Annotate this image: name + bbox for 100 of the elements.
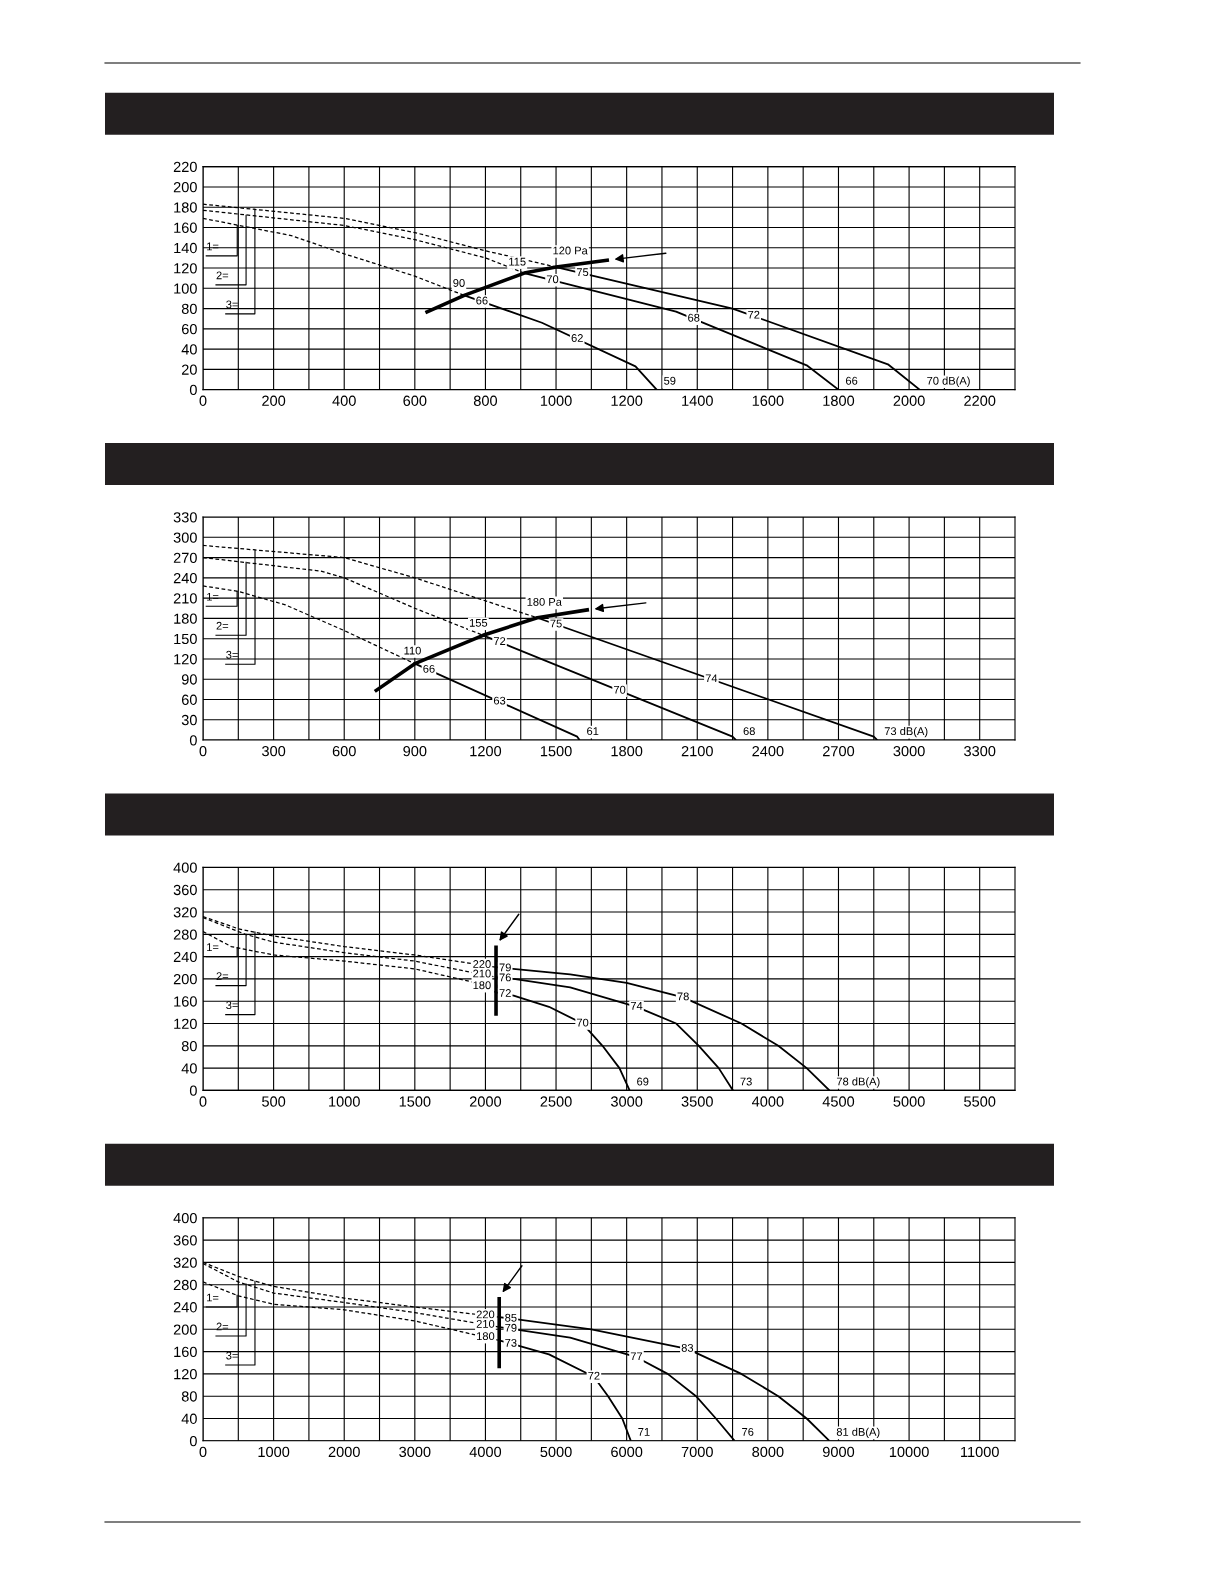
y-tick-label: 0 xyxy=(189,735,197,746)
annotation: 83 xyxy=(681,1343,694,1352)
y-tick-label: 30 xyxy=(181,714,197,726)
y-tick-label: 360 xyxy=(173,1235,197,1246)
annotation: 3= xyxy=(226,1001,238,1010)
y-tick-label: 180 xyxy=(174,202,197,213)
annotation: 79 xyxy=(505,1323,517,1332)
annotation: 72 xyxy=(748,310,760,319)
annotation: 115 xyxy=(509,257,526,266)
annotation: 220 xyxy=(476,1310,495,1319)
x-tick-label: 1500 xyxy=(399,1096,431,1107)
annotation: 63 xyxy=(493,696,506,705)
y-tick-label: 200 xyxy=(173,974,197,985)
x-tick-label: 2200 xyxy=(964,395,996,406)
x-tick-label: 3000 xyxy=(610,1096,643,1107)
y-tick-label: 0 xyxy=(189,1085,197,1096)
x-tick-label: 300 xyxy=(262,745,286,757)
x-tick-label: 5000 xyxy=(540,1446,572,1458)
annotation: 79 xyxy=(499,963,511,972)
x-tick-label: 1800 xyxy=(823,395,855,406)
y-tick-label: 150 xyxy=(174,633,197,645)
y-tick-label: 270 xyxy=(173,552,197,564)
x-tick-label: 200 xyxy=(262,395,286,406)
annotation: 85 xyxy=(505,1313,517,1322)
annotation: 3= xyxy=(226,650,238,659)
x-tick-label: 1800 xyxy=(611,745,643,757)
y-tick-label: 0 xyxy=(189,1435,197,1447)
annotation: 90 xyxy=(453,279,465,287)
x-tick-label: 1000 xyxy=(540,395,572,406)
x-tick-label: 800 xyxy=(473,395,498,406)
y-tick-label: 160 xyxy=(174,222,197,233)
annotation: 71 xyxy=(638,1428,650,1436)
y-tick-label: 0 xyxy=(189,384,197,396)
x-tick-label: 1400 xyxy=(682,395,713,406)
x-tick-label: 9000 xyxy=(822,1446,855,1458)
y-tick-label: 20 xyxy=(181,364,197,375)
x-tick-label: 1000 xyxy=(258,1446,290,1458)
annotation: 72 xyxy=(588,1371,600,1380)
annotation: 210 xyxy=(473,969,491,978)
y-tick-label: 120 xyxy=(174,1018,197,1029)
y-tick-label: 200 xyxy=(173,182,197,193)
y-tick-label: 120 xyxy=(174,654,197,665)
annotation: 3= xyxy=(226,300,238,309)
annotation: 220 xyxy=(473,960,491,968)
y-tick-label: 320 xyxy=(173,1257,197,1268)
x-tick-label: 1000 xyxy=(329,1096,360,1107)
annotation: 72 xyxy=(493,637,506,645)
x-tick-label: 5500 xyxy=(964,1096,996,1107)
y-tick-label: 400 xyxy=(173,862,197,873)
y-tick-label: 400 xyxy=(173,1212,197,1224)
x-tick-label: 0 xyxy=(199,1096,207,1107)
x-tick-label: 900 xyxy=(403,745,427,757)
annotation: 210 xyxy=(476,1319,495,1328)
annotation: 77 xyxy=(630,1352,643,1361)
y-tick-label: 320 xyxy=(173,907,197,918)
x-tick-label: 2000 xyxy=(469,1096,502,1107)
y-tick-label: 40 xyxy=(181,344,197,355)
annotation: 76 xyxy=(742,1427,754,1436)
annotation: 75 xyxy=(576,268,589,277)
annotation: 2= xyxy=(216,621,229,630)
y-tick-label: 160 xyxy=(174,996,197,1007)
x-tick-label: 5000 xyxy=(893,1096,925,1107)
annotation: 180 xyxy=(473,981,491,990)
x-tick-label: 500 xyxy=(262,1096,286,1107)
annotation: 120 Pa xyxy=(553,246,588,255)
x-tick-label: 6000 xyxy=(611,1446,643,1458)
annotation: 73 xyxy=(740,1077,752,1086)
y-tick-label: 140 xyxy=(174,242,197,254)
x-tick-label: 3500 xyxy=(681,1096,713,1107)
x-tick-label: 4000 xyxy=(469,1446,502,1458)
annotation: 78 xyxy=(677,992,689,1001)
annotation: 69 xyxy=(637,1077,649,1086)
annotation: 1= xyxy=(207,943,219,951)
annotation: 1= xyxy=(207,1293,219,1302)
y-tick-label: 200 xyxy=(173,1324,197,1335)
x-tick-label: 2400 xyxy=(752,745,784,757)
annotation: 73 xyxy=(505,1338,517,1347)
annotation: 2= xyxy=(216,271,229,280)
annotation: 2= xyxy=(216,1322,229,1331)
y-tick-label: 240 xyxy=(173,951,197,963)
y-tick-label: 240 xyxy=(173,572,197,584)
x-tick-label: 2500 xyxy=(540,1096,572,1107)
annotation: 66 xyxy=(476,296,488,305)
annotation: 70 dB(A) xyxy=(927,376,970,387)
x-tick-label: 1500 xyxy=(540,745,572,757)
annotation: 70 xyxy=(546,275,559,284)
x-tick-label: 11000 xyxy=(961,1446,999,1458)
y-tick-label: 40 xyxy=(181,1413,197,1424)
x-tick-label: 7000 xyxy=(681,1446,713,1458)
y-tick-label: 220 xyxy=(173,161,197,173)
x-tick-label: 400 xyxy=(332,395,356,406)
annotation: 76 xyxy=(499,973,511,982)
y-tick-label: 210 xyxy=(173,593,197,604)
annotation: 75 xyxy=(550,619,562,628)
x-tick-label: 8000 xyxy=(752,1446,784,1458)
annotation: 68 xyxy=(743,727,755,736)
x-tick-label: 3300 xyxy=(964,745,996,757)
x-tick-label: 3000 xyxy=(399,1446,431,1458)
x-tick-label: 1600 xyxy=(752,395,784,406)
annotation: 68 xyxy=(688,313,700,322)
